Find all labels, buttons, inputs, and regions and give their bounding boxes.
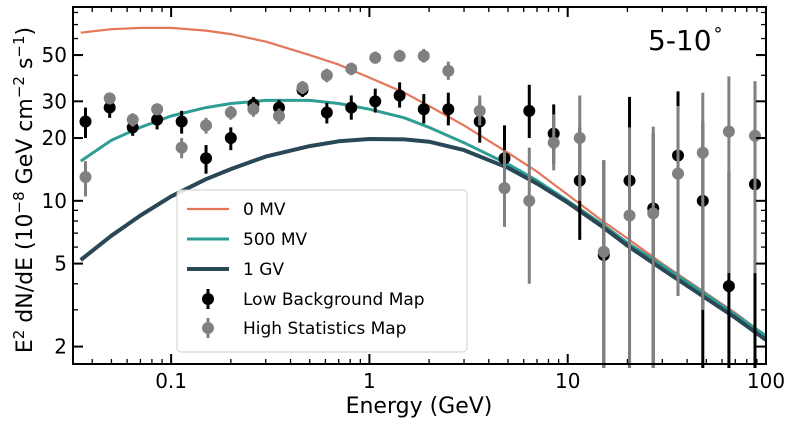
data-point	[320, 106, 333, 119]
data-point	[523, 104, 536, 117]
y-tick-label: 10	[42, 189, 67, 213]
legend: 0 MV 500 MV 1 GV Low Background Map High…	[176, 189, 468, 353]
data-point	[722, 280, 735, 293]
data-point	[547, 136, 560, 149]
data-point	[79, 171, 92, 184]
data-point	[442, 103, 455, 116]
data-point	[393, 89, 406, 102]
plot-frame	[72, 6, 767, 365]
data-point	[224, 132, 237, 145]
tick-labels: 0.1 1 10 100 2 5 10 20 30 50	[42, 43, 786, 393]
data-point	[151, 113, 164, 126]
series-line-500-mv	[79, 98, 767, 338]
y-tick-label: 2	[54, 335, 67, 359]
y-tick-label: 30	[42, 89, 67, 113]
data-point	[103, 92, 116, 105]
legend-label-500mv: 500 MV	[243, 230, 308, 250]
data-point	[296, 81, 309, 94]
data-point	[369, 95, 382, 108]
series-line-1-gv	[79, 137, 768, 342]
data-point	[417, 103, 430, 116]
series-line-0-mv	[80, 26, 767, 337]
legend-entry-high-statistics: High Statistics Map	[202, 318, 406, 339]
legend-label-low-background: Low Background Map	[243, 290, 425, 310]
data-point	[417, 49, 430, 62]
data-point	[442, 64, 455, 77]
data-point	[573, 132, 586, 145]
data-point	[345, 62, 358, 75]
y-tick-label: 5	[54, 252, 67, 276]
data-point	[273, 110, 286, 123]
legend-entry-1gv: 1 GV	[187, 260, 284, 280]
data-point	[345, 101, 358, 114]
legend-label-0mv: 0 MV	[243, 200, 286, 220]
data-point	[224, 106, 237, 119]
legend-label-1gv: 1 GV	[243, 260, 284, 280]
data-point	[103, 101, 116, 114]
data-point	[748, 129, 761, 142]
data-point	[623, 209, 636, 222]
panel-annotation: 5-10 °	[648, 24, 723, 57]
data-point	[79, 115, 92, 128]
data-point	[175, 115, 188, 128]
data-point	[320, 69, 333, 82]
data-point	[473, 104, 486, 117]
data-point	[696, 146, 709, 159]
data-point	[126, 113, 139, 126]
x-tick-label: 100	[747, 369, 785, 393]
legend-entry-500mv: 500 MV	[187, 230, 308, 250]
legend-entry-0mv: 0 MV	[187, 200, 286, 220]
data-points	[79, 48, 761, 368]
data-point	[722, 125, 735, 138]
legend-box	[176, 189, 468, 353]
data-point	[200, 152, 213, 165]
data-point	[273, 101, 286, 114]
legend-swatch-low-background-marker	[202, 293, 214, 305]
x-tick-label: 0.1	[155, 369, 187, 393]
data-point	[647, 207, 660, 220]
legend-label-high-statistics: High Statistics Map	[243, 319, 406, 339]
data-point	[498, 182, 511, 195]
x-axis-label: Energy (GeV)	[346, 394, 493, 419]
model-curves	[79, 26, 768, 342]
y-tick-label: 20	[42, 126, 67, 150]
legend-entry-low-background: Low Background Map	[202, 289, 425, 310]
data-point	[523, 194, 536, 207]
legend-swatch-high-statistics-marker	[202, 322, 214, 334]
data-point	[369, 51, 382, 64]
y-tick-label: 50	[42, 43, 67, 67]
data-point	[393, 49, 406, 62]
axis-ticks	[73, 7, 767, 364]
x-tick-label: 1	[363, 369, 376, 393]
x-tick-label: 10	[555, 369, 580, 393]
data-point	[175, 141, 188, 154]
series-high-statistics-map	[79, 48, 761, 368]
data-point	[151, 103, 164, 116]
data-point	[200, 119, 213, 132]
data-point	[247, 103, 260, 116]
data-point	[597, 245, 610, 258]
data-point	[672, 167, 685, 180]
y-axis-label: E2 dN/dE (10−8 GeV cm−2 s−1)	[10, 27, 38, 353]
